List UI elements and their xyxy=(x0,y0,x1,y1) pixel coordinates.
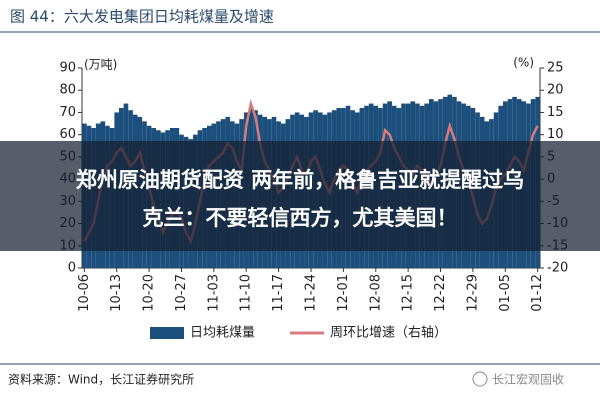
y2-tick-label: 20 xyxy=(547,83,564,98)
x-tick-label: 12-22 xyxy=(433,274,448,312)
legend-label: 日均耗煤量 xyxy=(190,326,255,341)
x-tick-label: 10-13 xyxy=(109,274,124,312)
y-tick-label: 80 xyxy=(59,83,76,98)
y-tick-label: 90 xyxy=(59,61,76,76)
watermark: 长江宏观固收 xyxy=(492,372,564,387)
x-tick-label: 12-29 xyxy=(465,274,480,312)
y-axis-label: (万吨) xyxy=(84,58,117,72)
legend-swatch xyxy=(150,327,184,339)
y-tick-label: 60 xyxy=(59,127,76,142)
overlay-text: 克兰：不要轻信西方，尤其美国！ xyxy=(143,206,458,230)
overlay-band xyxy=(0,141,600,251)
y2-tick-label: 10 xyxy=(547,127,564,142)
x-tick-label: 11-03 xyxy=(206,274,221,312)
x-tick-label: 10-06 xyxy=(77,274,92,312)
chart-title: 图 44：六大发电集团日均耗煤量及增速 xyxy=(10,8,274,26)
watermark-icon xyxy=(472,371,488,387)
y2-tick-label: 15 xyxy=(547,105,564,120)
x-tick-label: 11-10 xyxy=(239,274,254,312)
legend-label: 周环比增速（右轴） xyxy=(330,326,447,341)
y2-axis-label: (%) xyxy=(513,56,534,70)
y-tick-label: 70 xyxy=(59,105,76,120)
y2-tick-label: -20 xyxy=(547,261,568,276)
source-note: 资料来源：Wind，长江证券研究所 xyxy=(8,372,194,387)
x-tick-label: 11-24 xyxy=(304,274,319,312)
x-tick-label: 10-20 xyxy=(142,274,157,312)
x-tick-label: 12-15 xyxy=(401,274,416,312)
x-tick-label: 12-01 xyxy=(336,274,351,312)
x-tick-label: 10-27 xyxy=(174,274,189,312)
x-tick-label: 12-08 xyxy=(368,274,383,312)
x-tick-label: 01-05 xyxy=(498,274,513,312)
x-tick-label: 01-12 xyxy=(530,274,545,312)
overlay-text: 郑州原油期货配资 两年前，格鲁吉亚就提醒过乌 xyxy=(76,168,524,192)
y-tick-label: 0 xyxy=(68,261,76,276)
y2-tick-label: 25 xyxy=(547,61,564,76)
x-tick-label: 11-17 xyxy=(271,274,286,312)
